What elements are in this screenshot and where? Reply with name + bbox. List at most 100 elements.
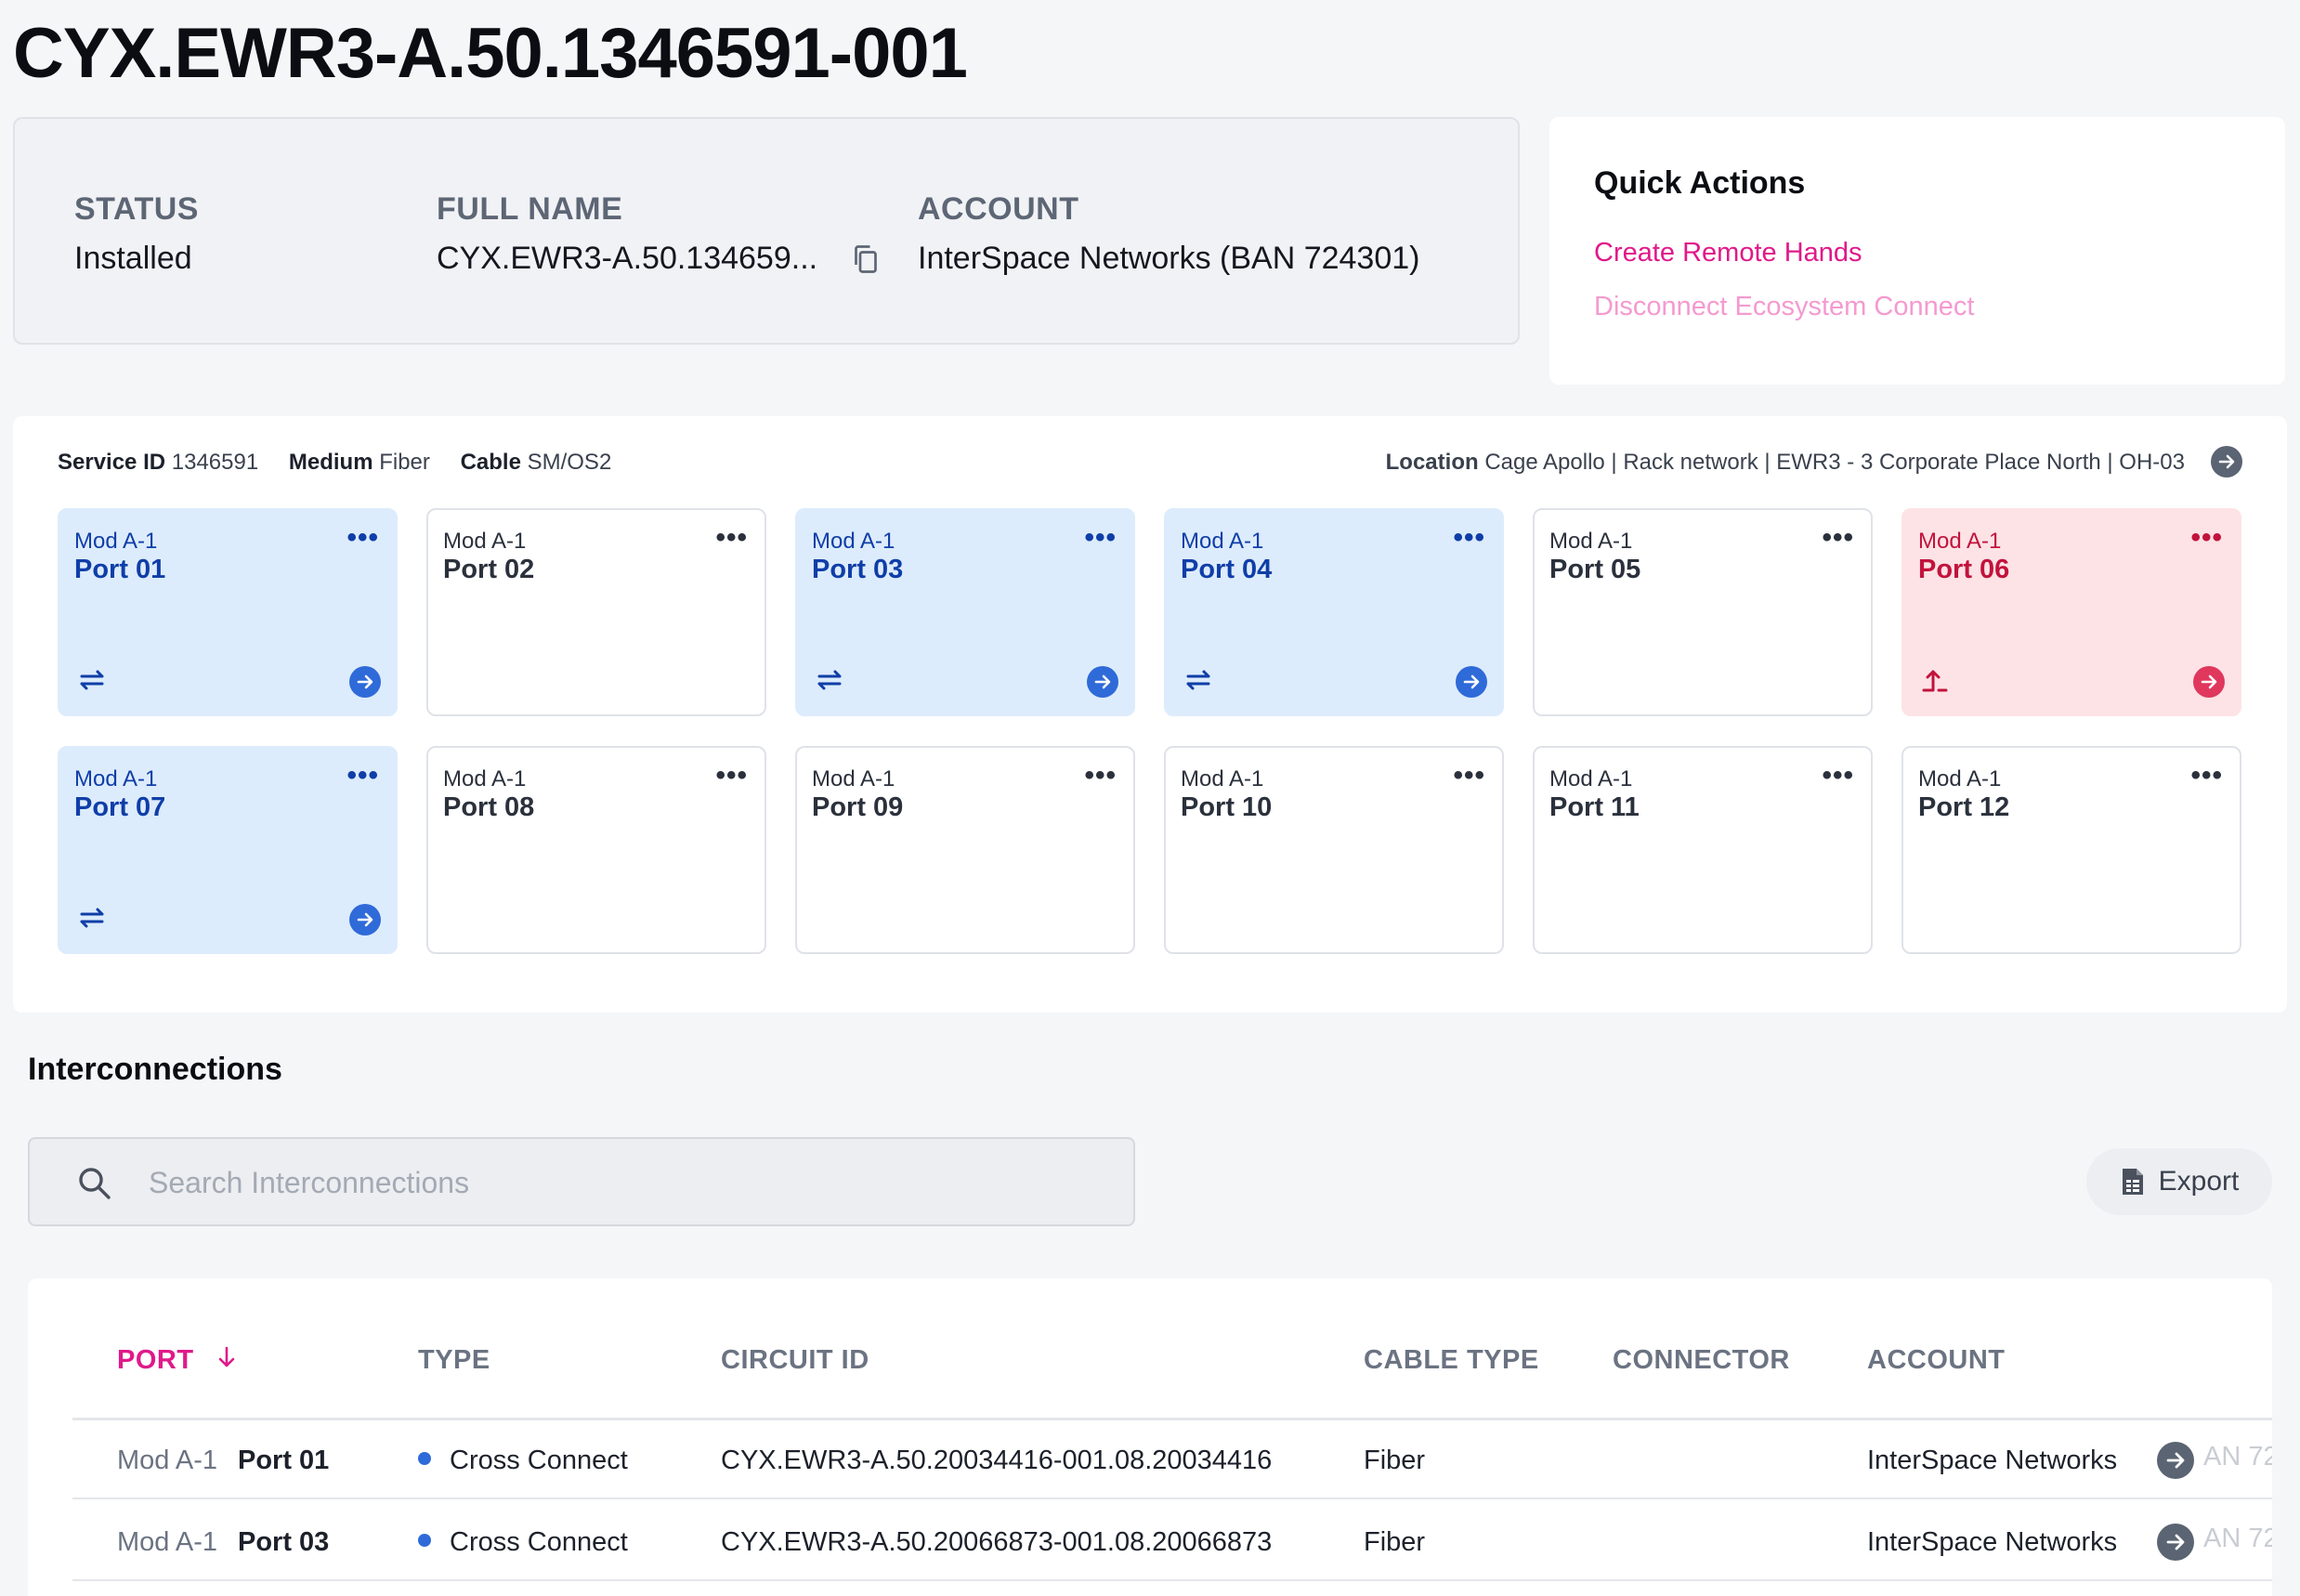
port-module: Mod A-1 (1181, 766, 1264, 791)
port-module: Mod A-1 (1549, 529, 1633, 554)
row-cable-type: Fiber (1364, 1527, 1426, 1557)
port-module: Mod A-1 (1918, 766, 2002, 791)
more-options-icon[interactable]: ••• (1453, 522, 1485, 553)
port-name: Port 11 (1549, 792, 1640, 822)
more-options-icon[interactable]: ••• (2190, 760, 2223, 791)
row-type: Cross Connect (418, 1527, 628, 1558)
status-value: Installed (74, 241, 192, 276)
cable-label: Cable (460, 450, 521, 475)
table-row[interactable]: Mod A-1 Port 03 Cross Connect CYX.EWR3-A.50… (72, 1499, 2272, 1581)
arrow-down-icon (216, 1345, 237, 1377)
port-card[interactable]: Mod A-1 Port 04 ••• (1164, 508, 1504, 716)
port-name: Port 07 (74, 792, 166, 822)
arrow-right-circle-icon[interactable] (1087, 666, 1118, 698)
port-name: Port 06 (1918, 555, 2010, 584)
status-label: STATUS (74, 191, 199, 227)
port-name: Port 05 (1549, 555, 1641, 584)
row-circuit-id: CYX.EWR3-A.50.20066873-001.08.20066873 (721, 1527, 1273, 1557)
column-header-port[interactable]: PORT (117, 1345, 237, 1377)
port-name: Port 04 (1181, 555, 1273, 584)
port-module: Mod A-1 (443, 766, 527, 791)
arrow-right-circle-icon[interactable] (2157, 1442, 2194, 1479)
status-field: STATUS Installed (74, 191, 199, 277)
port-card[interactable]: Mod A-1 Port 07 ••• (58, 746, 398, 954)
location-meta: Location Cage Apollo | Rack network | EW… (1386, 450, 2185, 476)
port-card[interactable]: Mod A-1 Port 06 ••• (1901, 508, 2241, 716)
port-card[interactable]: Mod A-1 Port 12 ••• (1901, 746, 2241, 954)
more-options-icon[interactable]: ••• (1822, 760, 1854, 791)
status-dot (418, 1452, 431, 1466)
port-card[interactable]: Mod A-1 Port 11 ••• (1533, 746, 1873, 954)
medium-label: Medium (288, 450, 373, 475)
service-meta: Service ID 1346591 Medium Fiber Cable SM… (58, 450, 611, 476)
row-type-label: Cross Connect (450, 1527, 628, 1557)
row-account: InterSpace Networks (1867, 1446, 2118, 1475)
more-options-icon[interactable]: ••• (1084, 760, 1117, 791)
more-options-icon[interactable]: ••• (715, 760, 748, 791)
search-box[interactable] (28, 1137, 1135, 1226)
column-header-account[interactable]: ACCOUNT (1867, 1345, 2006, 1375)
full-name-value: CYX.EWR3-A.50.134659... (437, 241, 818, 276)
row-port: Port 01 (238, 1446, 330, 1475)
row-port: Port 03 (238, 1527, 330, 1557)
port-name: Port 09 (812, 792, 904, 822)
arrow-right-circle-icon[interactable] (349, 666, 381, 698)
copy-icon[interactable] (849, 242, 882, 276)
service-id-label: Service ID (58, 450, 166, 475)
more-options-icon[interactable]: ••• (1453, 760, 1485, 791)
arrow-right-circle-icon[interactable] (349, 904, 381, 935)
row-circuit-id: CYX.EWR3-A.50.20034416-001.08.20034416 (721, 1446, 1273, 1475)
port-name: Port 12 (1918, 792, 2010, 822)
port-module: Mod A-1 (1181, 529, 1264, 554)
port-name: Port 08 (443, 792, 535, 822)
port-name: Port 03 (812, 555, 904, 584)
more-options-icon[interactable]: ••• (346, 522, 379, 553)
port-name: Port 02 (443, 555, 535, 584)
account-value: InterSpace Networks (BAN 724301) (918, 241, 1420, 276)
quick-actions-card: Quick Actions Create Remote Hands Discon… (1549, 117, 2285, 385)
more-options-icon[interactable]: ••• (715, 522, 748, 553)
arrow-right-circle-icon[interactable] (2193, 666, 2225, 698)
table-row[interactable]: Mod A-1 Port 01 Cross Connect CYX.EWR3-A.50… (72, 1418, 2272, 1499)
port-card[interactable]: Mod A-1 Port 05 ••• (1533, 508, 1873, 716)
more-options-icon[interactable]: ••• (1084, 522, 1117, 553)
column-header-circuit-id[interactable]: CIRCUIT ID (721, 1345, 869, 1375)
more-options-icon[interactable]: ••• (2190, 522, 2223, 553)
medium-value: Fiber (379, 450, 430, 475)
create-remote-hands-link[interactable]: Create Remote Hands (1594, 238, 1862, 268)
export-button[interactable]: Export (2086, 1148, 2272, 1215)
arrow-right-circle-icon[interactable] (1456, 666, 1487, 698)
cable-value: SM/OS2 (527, 450, 612, 475)
port-name: Port 10 (1181, 792, 1273, 822)
column-header-connector[interactable]: CONNECTOR (1613, 1345, 1790, 1375)
search-icon (76, 1165, 113, 1202)
full-name-field: FULL NAME CYX.EWR3-A.50.134659... (437, 191, 882, 277)
search-input[interactable] (149, 1158, 1115, 1208)
port-card[interactable]: Mod A-1 Port 08 ••• (426, 746, 766, 954)
status-dot (418, 1534, 431, 1548)
row-account-overflow: AN 72 (2203, 1442, 2272, 1472)
more-options-icon[interactable]: ••• (346, 760, 379, 791)
port-card[interactable]: Mod A-1 Port 03 ••• (795, 508, 1135, 716)
arrow-right-circle-icon[interactable] (2211, 446, 2242, 477)
column-header-cable-type[interactable]: CABLE TYPE (1364, 1345, 1539, 1375)
summary-card: STATUS Installed FULL NAME CYX.EWR3-A.50… (13, 117, 1520, 345)
port-module: Mod A-1 (812, 529, 895, 554)
column-header-type[interactable]: TYPE (418, 1345, 490, 1375)
export-label: Export (2158, 1166, 2240, 1197)
port-card[interactable]: Mod A-1 Port 10 ••• (1164, 746, 1504, 954)
more-options-icon[interactable]: ••• (1822, 522, 1854, 553)
disconnect-ecosystem-link[interactable]: Disconnect Ecosystem Connect (1594, 292, 1975, 321)
full-name-label: FULL NAME (437, 191, 623, 227)
port-card[interactable]: Mod A-1 Port 01 ••• (58, 508, 398, 716)
interconnections-table: PORT TYPE CIRCUIT ID CABLE TYPE CONNECTO… (28, 1278, 2272, 1596)
swap-arrows-icon (76, 666, 108, 694)
arrow-right-circle-icon[interactable] (2157, 1524, 2194, 1561)
port-module: Mod A-1 (74, 529, 158, 554)
port-card[interactable]: Mod A-1 Port 09 ••• (795, 746, 1135, 954)
location-value: Cage Apollo | Rack network | EWR3 - 3 Co… (1484, 450, 2185, 475)
port-module: Mod A-1 (1549, 766, 1633, 791)
port-card[interactable]: Mod A-1 Port 02 ••• (426, 508, 766, 716)
row-module: Mod A-1 (117, 1527, 217, 1557)
ports-panel: Service ID 1346591 Medium Fiber Cable SM… (13, 416, 2287, 1013)
